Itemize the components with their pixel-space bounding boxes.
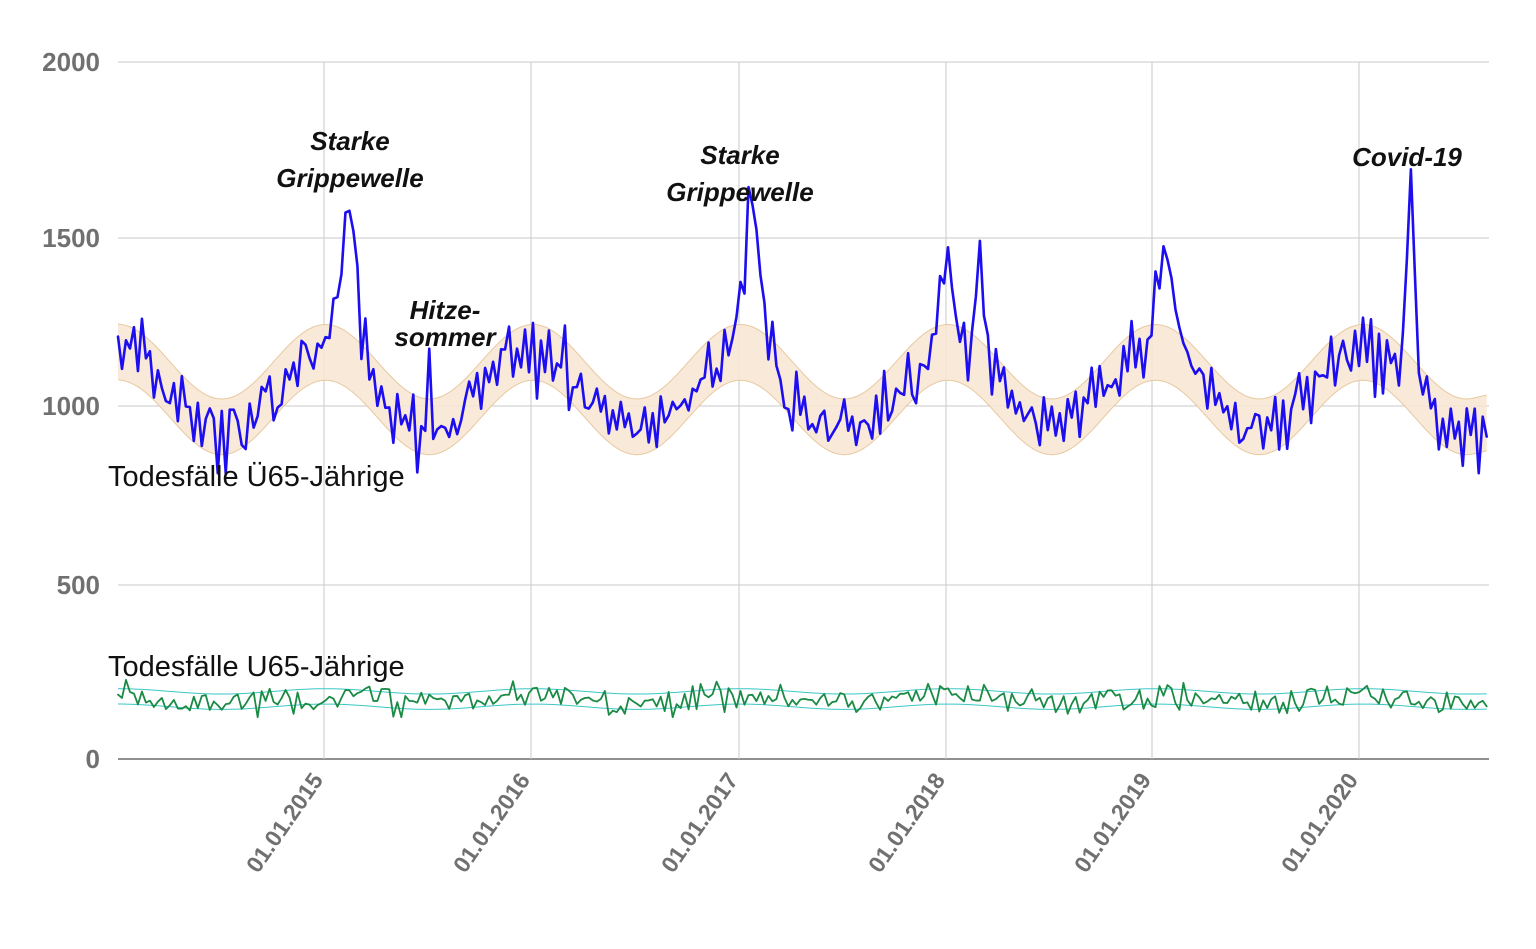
svg-text:500: 500 (57, 570, 100, 600)
svg-text:Starke: Starke (700, 140, 780, 170)
svg-text:Grippewelle: Grippewelle (666, 177, 813, 207)
svg-text:1500: 1500 (42, 223, 100, 253)
svg-text:2000: 2000 (42, 47, 100, 77)
svg-text:Hitze-: Hitze- (410, 295, 481, 325)
svg-text:Grippewelle: Grippewelle (276, 163, 423, 193)
svg-text:sommer: sommer (394, 322, 497, 352)
svg-text:Starke: Starke (310, 126, 390, 156)
svg-text:Todesfälle Ü65-Jährige: Todesfälle Ü65-Jährige (108, 461, 405, 493)
svg-text:Covid-19: Covid-19 (1352, 142, 1462, 172)
svg-text:Todesfälle U65-Jährige: Todesfälle U65-Jährige (108, 651, 405, 683)
svg-text:1000: 1000 (42, 391, 100, 421)
svg-text:0: 0 (86, 744, 100, 774)
